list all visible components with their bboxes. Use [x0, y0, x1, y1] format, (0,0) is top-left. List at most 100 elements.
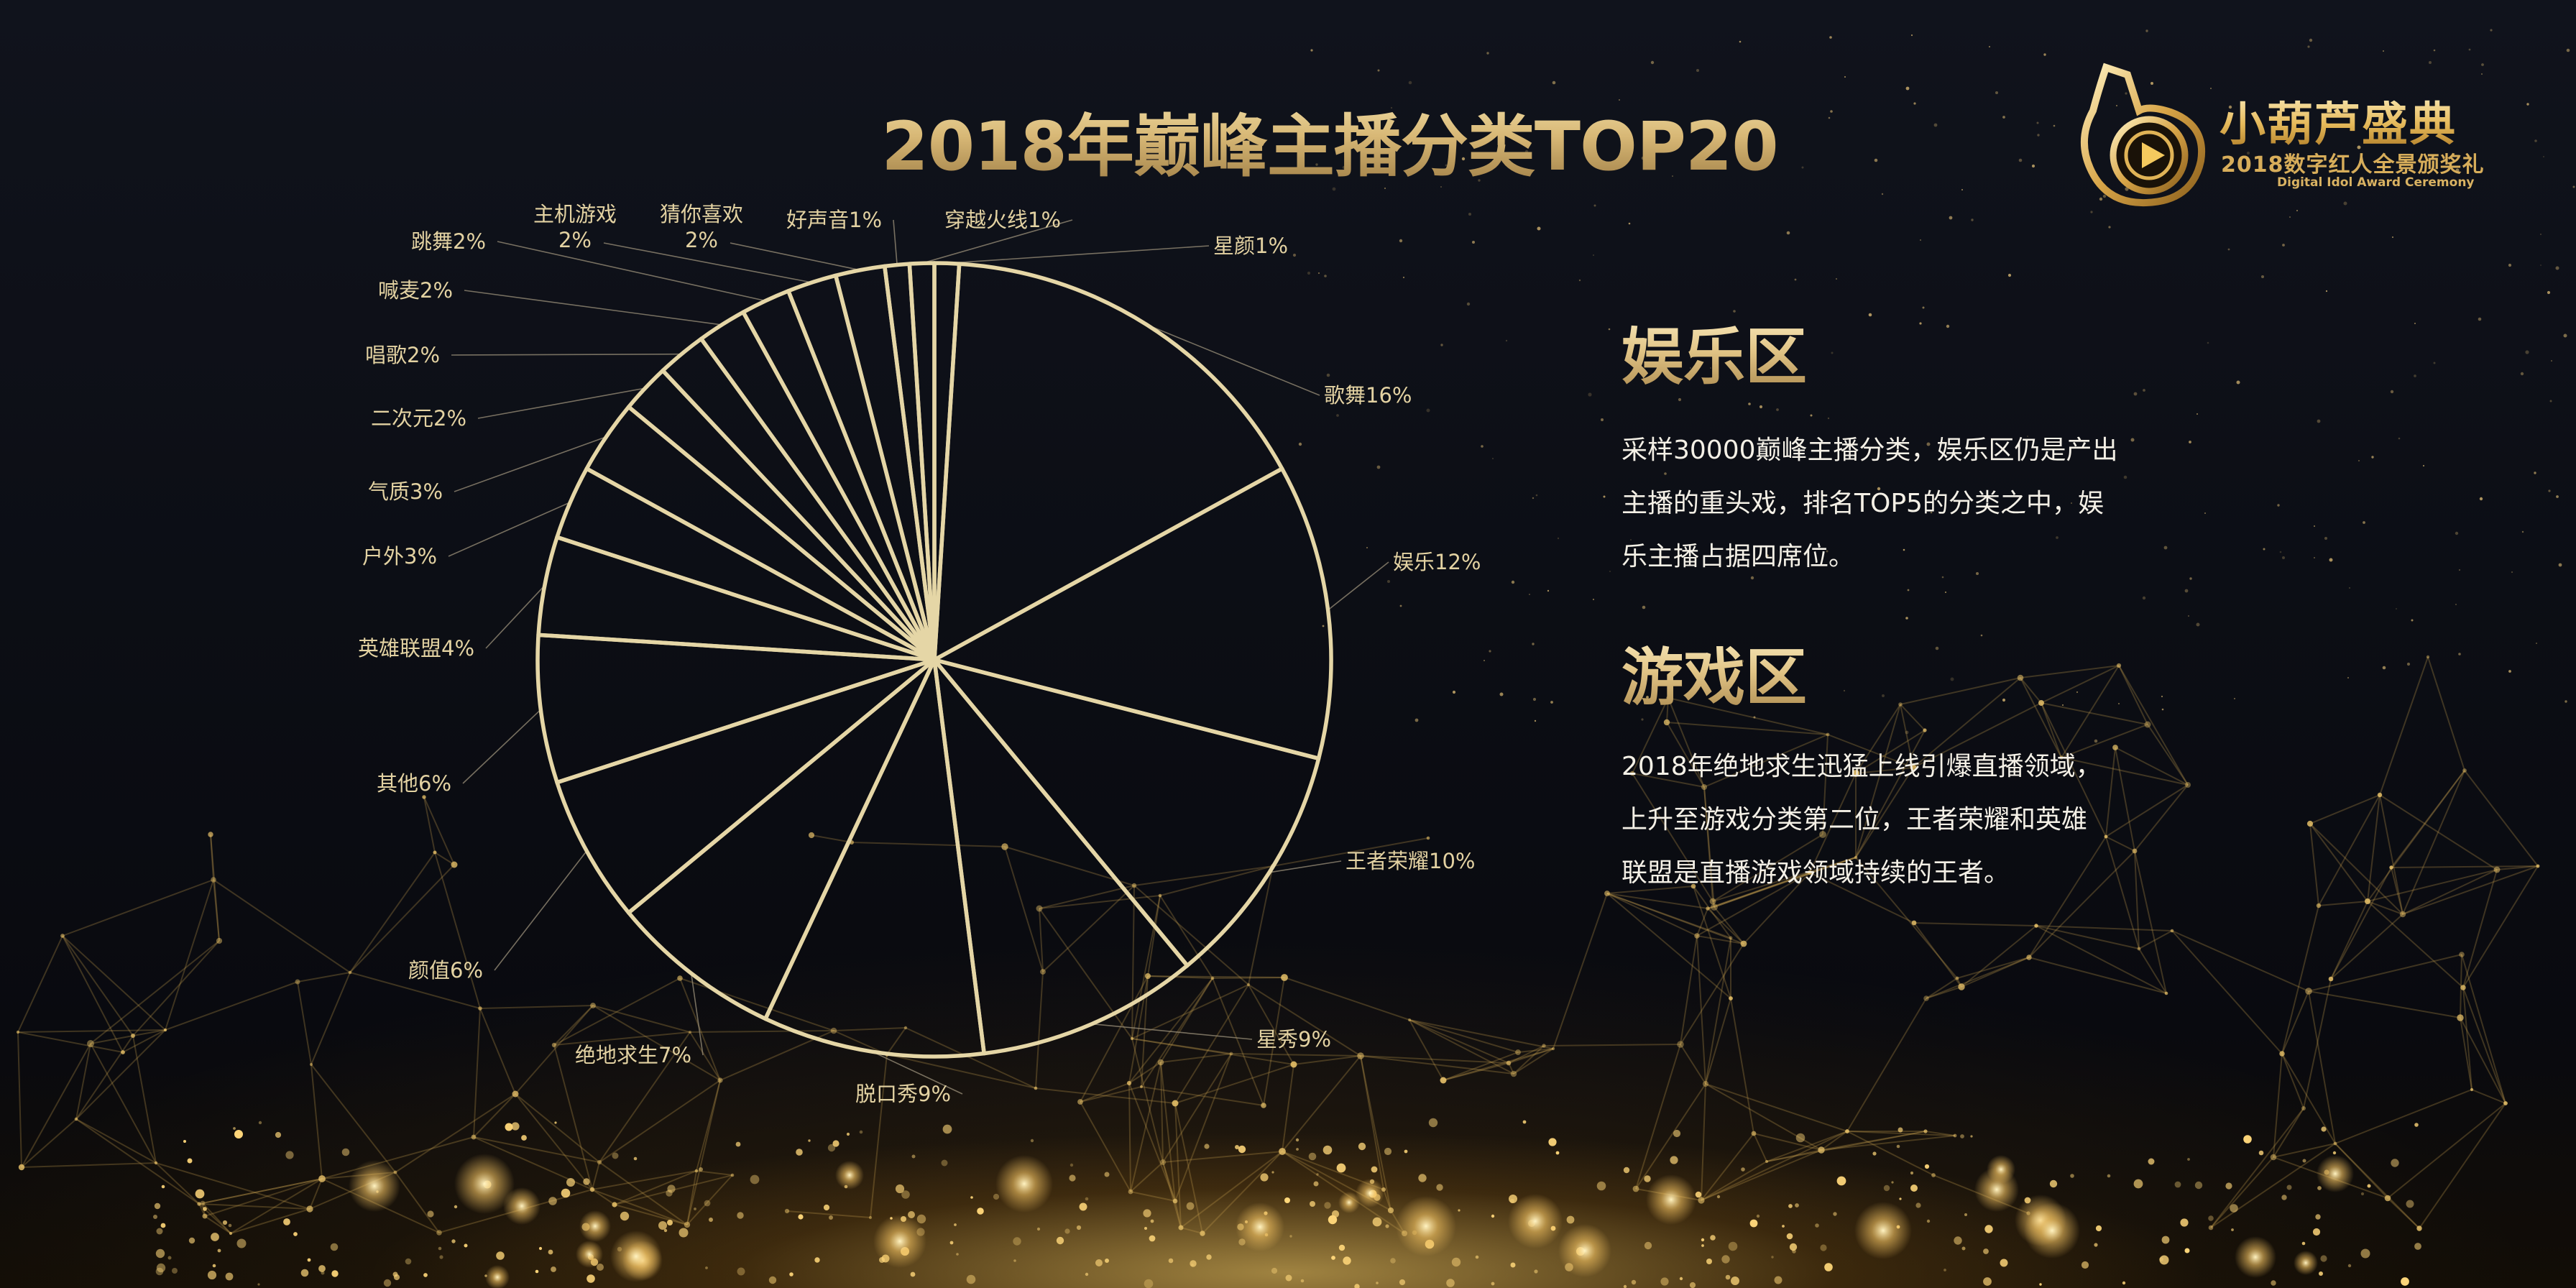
glow-spark: [1295, 1138, 1300, 1142]
dust-particle: [1298, 442, 1302, 446]
dust-particle: [2227, 248, 2230, 251]
glow-spark: [1706, 1259, 1712, 1264]
leader-line: [1146, 324, 1320, 396]
glow-spark: [1898, 1127, 1903, 1133]
dust-particle: [1988, 45, 1991, 48]
glow-spark: [2049, 1179, 2058, 1188]
glow-bokeh: [1236, 1202, 1284, 1251]
dust-particle: [2558, 563, 2562, 567]
network-node: [2503, 1101, 2508, 1105]
dust-particle: [2511, 571, 2513, 573]
glow-spark: [236, 1238, 247, 1248]
network-line: [1035, 1087, 1176, 1104]
network-line: [2281, 1053, 2336, 1144]
dust-particle: [1874, 158, 1878, 162]
network-node: [1702, 1080, 1709, 1087]
network-line: [1443, 1048, 1554, 1081]
dust-particle: [2027, 436, 2028, 437]
glow-bokeh: [1356, 1179, 1384, 1208]
glow-bokeh: [576, 1241, 603, 1268]
network-node: [478, 1006, 482, 1011]
glow-spark: [2401, 1277, 2409, 1286]
event-logo: 小葫芦盛典 2018数字红人全景颁奖礼 Digital Idol Award C…: [2077, 60, 2494, 211]
network-line: [1696, 872, 1811, 937]
dust-particle: [1387, 580, 1390, 583]
pie-slice-星秀: [932, 658, 1190, 1056]
glow-spark: [1983, 1248, 1989, 1254]
dust-particle: [1505, 339, 1508, 342]
dust-particle: [2508, 263, 2512, 267]
dust-particle: [2458, 653, 2461, 656]
dust-particle: [2236, 380, 2240, 385]
network-node: [1807, 870, 1813, 875]
network-node: [1898, 702, 1903, 707]
network-line: [2020, 665, 2120, 678]
dust-particle: [1980, 634, 1983, 637]
network-node: [202, 1213, 208, 1219]
logo-name: 小葫芦盛典: [2220, 88, 2457, 154]
network-line: [2041, 702, 2107, 837]
network-node: [1666, 696, 1670, 700]
section-body-line: 采样30000巅峰主播分类，娱乐区仍是产出: [1622, 436, 2118, 465]
glow-bokeh: [1508, 1194, 1563, 1248]
glow-spark: [977, 1208, 984, 1215]
network-node: [1131, 883, 1137, 888]
network-line: [1035, 971, 1044, 1089]
network-node: [2365, 898, 2370, 904]
network-node: [1818, 1146, 1825, 1154]
dust-particle: [2279, 551, 2282, 553]
network-line: [1128, 978, 1213, 1084]
network-line: [2041, 702, 2062, 758]
network-line: [2061, 665, 2120, 758]
network-line: [886, 1054, 1036, 1089]
network-line: [1701, 1149, 1822, 1201]
network-node: [1160, 1159, 1166, 1165]
dust-particle: [2325, 290, 2328, 293]
network-node: [689, 1031, 691, 1034]
network-node: [1709, 898, 1716, 905]
glow-spark: [1079, 1202, 1087, 1211]
glow-spark: [1836, 1176, 1846, 1186]
network-line: [1606, 893, 1731, 939]
dust-particle: [2163, 546, 2168, 550]
network-line: [1606, 893, 1698, 937]
dust-particle: [2564, 700, 2567, 703]
glow-spark: [1143, 1209, 1151, 1218]
network-line: [2147, 724, 2189, 786]
network-line: [132, 1035, 157, 1164]
network-node: [1077, 1099, 1083, 1105]
glow-spark: [908, 1211, 915, 1218]
glow-spark: [2332, 1151, 2337, 1155]
dust-particle: [2536, 643, 2537, 644]
dust-particle: [1366, 172, 1368, 175]
network-node: [2059, 755, 2064, 760]
glow-spark: [1070, 1163, 1074, 1167]
network-line: [1855, 730, 1926, 858]
network-line: [2402, 865, 2539, 915]
glow-spark: [2231, 1228, 2234, 1231]
network-node: [200, 1200, 206, 1206]
network-line: [1159, 865, 1274, 896]
network-node: [16, 1030, 20, 1034]
glow-spark: [1522, 1120, 1527, 1124]
glow-spark: [1204, 1144, 1210, 1149]
dust-particle: [2056, 536, 2058, 539]
network-line: [2462, 987, 2472, 1090]
dust-particle: [2118, 703, 2120, 704]
dust-particle: [1995, 91, 1998, 94]
network-line: [2309, 823, 2368, 902]
network-line: [2308, 990, 2336, 1144]
network-line: [1282, 1064, 1294, 1152]
dust-particle: [2468, 48, 2471, 51]
dust-particle: [1366, 547, 1368, 548]
network-node: [1690, 883, 1696, 889]
dust-particle: [1905, 617, 1908, 620]
network-node: [1001, 843, 1008, 850]
network-line: [1160, 1053, 1232, 1063]
dust-particle: [1592, 598, 1595, 601]
glow-spark: [1509, 1198, 1515, 1204]
glow-spark: [1833, 1212, 1837, 1216]
network-line: [2105, 836, 2135, 852]
dust-particle: [1461, 157, 1466, 161]
network-line: [1543, 1044, 1681, 1046]
